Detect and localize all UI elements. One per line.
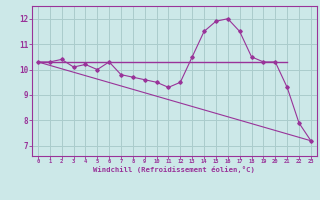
X-axis label: Windchill (Refroidissement éolien,°C): Windchill (Refroidissement éolien,°C)	[93, 166, 255, 173]
